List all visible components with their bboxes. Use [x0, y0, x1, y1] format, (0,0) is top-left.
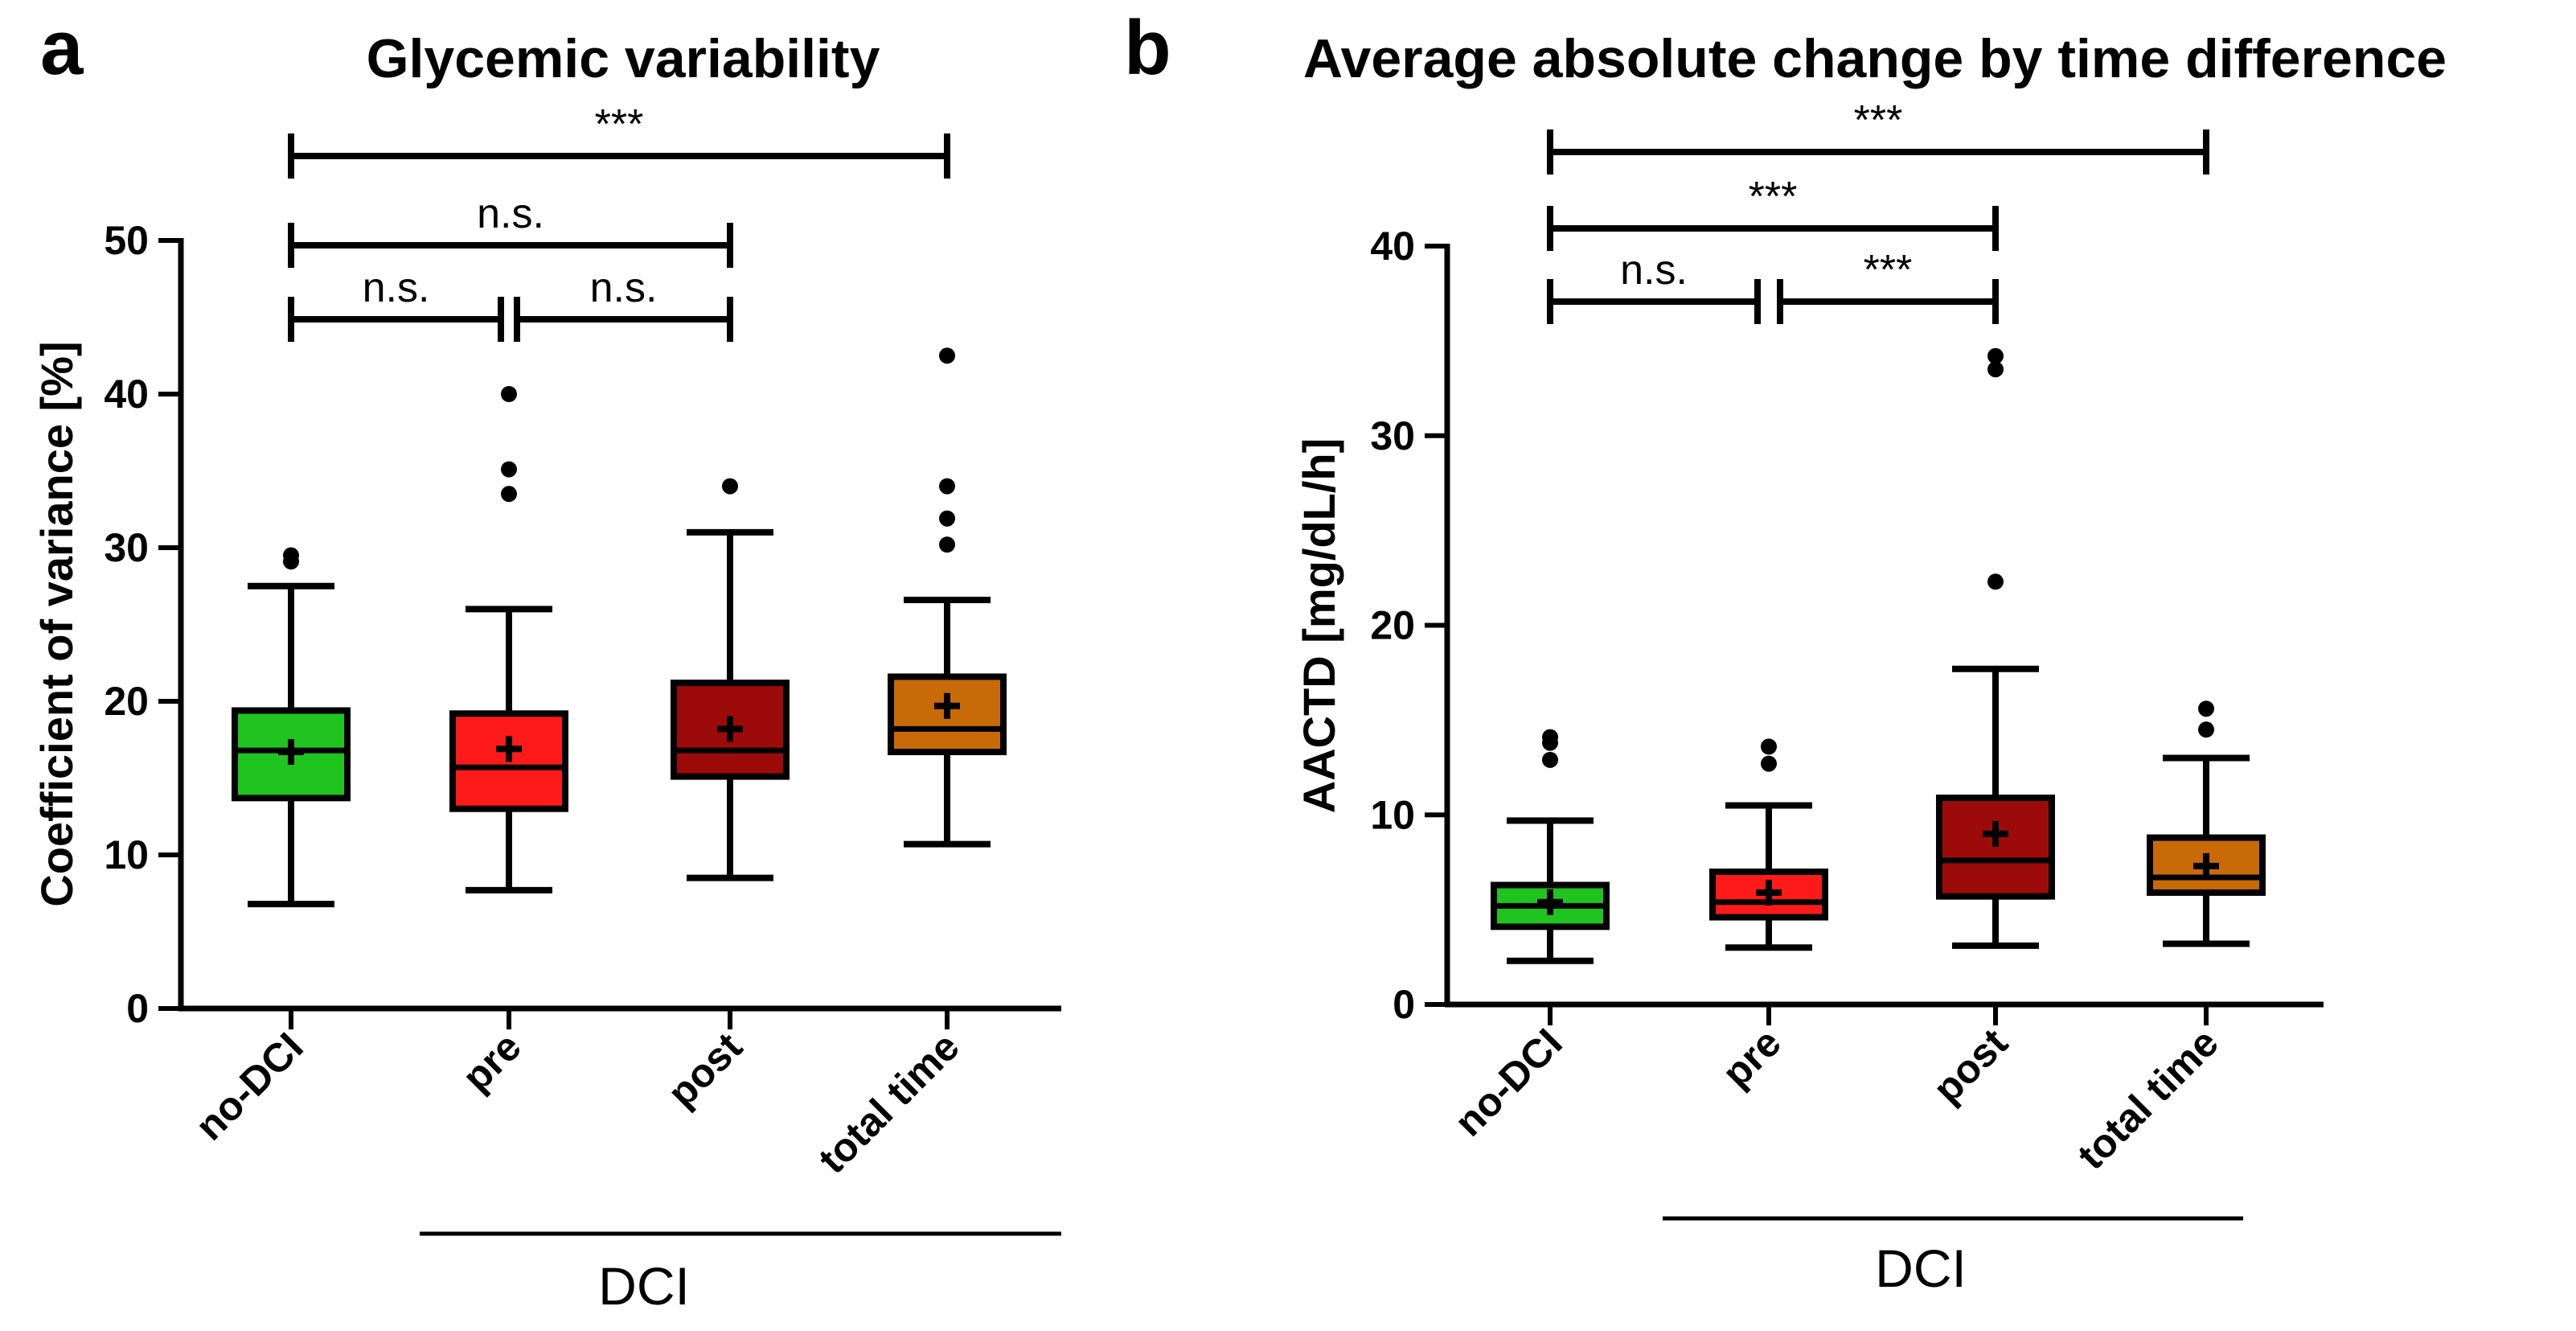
y-tick-label: 30: [104, 525, 149, 570]
significance-label: n.s.: [1620, 247, 1688, 294]
outlier-point: [1542, 751, 1558, 768]
y-tick-label: 20: [104, 679, 149, 724]
chart-title: Glycemic variability: [367, 28, 880, 89]
y-tick-label: 0: [1393, 982, 1415, 1027]
y-tick-label: 50: [104, 218, 149, 263]
outlier-point: [1987, 361, 2004, 378]
y-tick-label: 40: [1370, 224, 1415, 269]
panel-b-average-absolute-change: b Average absolute change by time differe…: [1124, 5, 2447, 1298]
box-iqr: [1936, 795, 2055, 900]
outlier-point: [1542, 729, 1558, 746]
outlier-point: [939, 347, 955, 364]
x-category-label: no-DCI: [1446, 1020, 1570, 1144]
significance-label: ***: [1864, 247, 1913, 294]
significance-label: ***: [1854, 97, 1903, 144]
significance-label: n.s.: [477, 191, 544, 237]
significance-label: n.s.: [363, 265, 430, 311]
y-tick-label: 0: [126, 986, 149, 1031]
y-tick-label: 20: [1370, 603, 1415, 648]
y-tick-label: 10: [104, 832, 149, 877]
outlier-point: [2198, 700, 2214, 717]
outlier-point: [501, 461, 517, 478]
y-axis-label: AACTD [mg/dL/h]: [1294, 438, 1344, 814]
panel-letter: b: [1124, 5, 1171, 91]
chart-title: Average absolute change by time differen…: [1303, 28, 2447, 89]
outlier-point: [1761, 755, 1777, 772]
outlier-point: [283, 547, 299, 564]
outlier-point: [1987, 347, 2004, 364]
y-tick-label: 10: [1370, 792, 1415, 837]
outlier-point: [939, 536, 955, 553]
outlier-point: [722, 478, 738, 495]
outlier-point: [1987, 573, 2004, 590]
x-category-label: no-DCI: [187, 1024, 311, 1148]
outlier-point: [939, 478, 955, 495]
significance-label: ***: [1749, 174, 1798, 220]
panel-a-glycemic-variability: a Glycemic variability 0 10 20 30 40 50 Coeffici…: [31, 5, 1061, 1316]
panel-letter: a: [40, 5, 84, 91]
x-category-label: total time: [810, 1024, 968, 1182]
significance-label: ***: [595, 101, 644, 148]
x-category-label: post: [1925, 1020, 2016, 1111]
group-label-dci: DCI: [598, 1256, 690, 1316]
box-iqr: [1709, 868, 1828, 921]
x-category-label: post: [659, 1024, 751, 1115]
outlier-point: [939, 510, 955, 527]
x-category-label: total time: [2069, 1020, 2227, 1178]
y-tick-label: 30: [1370, 413, 1415, 458]
significance-label: n.s.: [590, 265, 658, 311]
box-iqr: [888, 673, 1007, 756]
y-tick-label: 40: [104, 372, 149, 417]
outlier-point: [2198, 721, 2214, 738]
outlier-point: [501, 486, 517, 503]
x-category-label: pre: [1713, 1020, 1790, 1096]
y-axis-label: Coefficient of variance [%]: [31, 341, 82, 906]
outlier-point: [1761, 738, 1777, 755]
outlier-point: [501, 386, 517, 402]
x-category-label: pre: [453, 1024, 530, 1100]
group-label-dci: DCI: [1875, 1239, 1967, 1298]
